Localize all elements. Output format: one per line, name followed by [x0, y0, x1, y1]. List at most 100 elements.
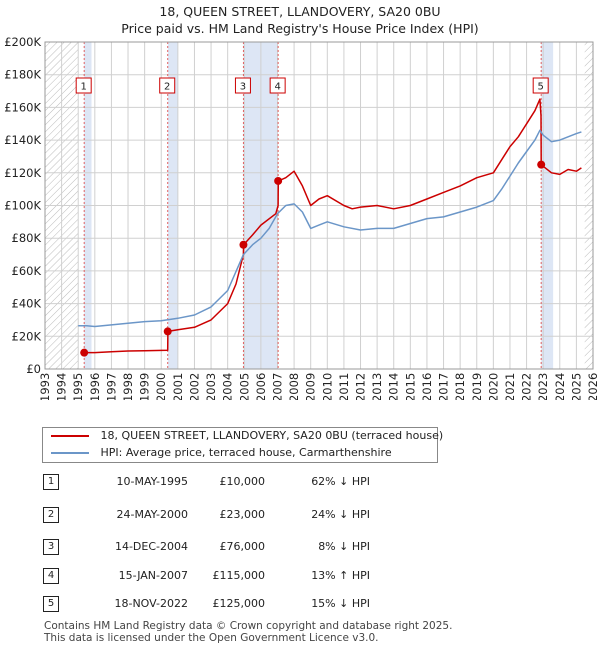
sale-price: £125,000	[212, 597, 266, 610]
x-tick-label: 2022	[520, 373, 534, 400]
x-tick-label: 2003	[204, 373, 218, 400]
sale-point	[274, 176, 283, 185]
y-tick-label: £160K	[4, 100, 41, 114]
legend-label-price: 18, QUEEN STREET, LLANDOVERY, SA20 0BU (…	[100, 429, 444, 442]
sale-price: £115,000	[212, 569, 266, 582]
x-tick-label: 1994	[55, 373, 69, 400]
sale-date: 15-JAN-2007	[118, 569, 188, 582]
footer-license: This data is licensed under the Open Gov…	[44, 632, 379, 644]
sale-date: 18-NOV-2022	[114, 597, 188, 610]
sale-price: £76,000	[219, 540, 266, 553]
plot-frame	[44, 41, 594, 370]
x-tick-label: 2000	[154, 373, 168, 400]
sale-number: 5	[43, 596, 59, 612]
x-tick-label: 2017	[437, 373, 451, 400]
x-tick-label: 2006	[254, 373, 268, 400]
sale-price: £23,000	[219, 508, 266, 521]
x-tick-label: 2026	[586, 373, 600, 400]
sale-number-box	[234, 77, 251, 94]
y-tick-label: £60K	[12, 264, 42, 278]
x-tick-label: 2007	[270, 373, 284, 400]
x-tick-label: 2005	[237, 373, 251, 400]
x-tick-label: 2010	[320, 373, 334, 400]
sale-point	[239, 240, 248, 249]
x-tick-label: 2013	[370, 373, 384, 400]
y-tick-label: £200K	[4, 35, 41, 49]
sale-point	[80, 348, 89, 357]
sale-number: 1	[43, 474, 59, 490]
sale-number-box	[159, 77, 176, 94]
sale-point	[537, 160, 546, 169]
sale-hpi-diff: 24% ↓ HPI	[311, 508, 370, 521]
x-tick-label: 2015	[403, 373, 417, 400]
x-tick-label: 1996	[88, 373, 102, 400]
sale-date: 24-MAY-2000	[116, 508, 188, 521]
legend-swatch-price	[51, 435, 89, 437]
y-tick-label: £140K	[4, 133, 41, 147]
series-line-price	[84, 98, 582, 354]
sale-hpi-diff: 13% ↑ HPI	[311, 569, 370, 582]
sale-hpi-diff: 8% ↓ HPI	[318, 540, 370, 553]
y-tick-label: £80K	[12, 231, 42, 245]
x-tick-label: 2024	[553, 373, 567, 400]
x-tick-label: 2019	[470, 373, 484, 400]
y-tick-label: £0	[26, 362, 41, 376]
x-tick-label: 1997	[104, 373, 118, 400]
x-tick-label: 2025	[569, 373, 583, 400]
sale-price: £10,000	[219, 475, 266, 488]
x-tick-label: 1999	[138, 373, 152, 400]
legend-swatch-hpi	[51, 452, 89, 454]
series-line-hpi	[78, 129, 582, 328]
x-tick-label: 2012	[354, 373, 368, 400]
chart-title: 18, QUEEN STREET, LLANDOVERY, SA20 0BU	[159, 4, 441, 19]
sale-date: 14-DEC-2004	[114, 540, 188, 553]
sale-date: 10-MAY-1995	[116, 475, 188, 488]
footer-copyright: Contains HM Land Registry data © Crown c…	[44, 620, 453, 632]
sale-number-label: 2	[164, 82, 170, 93]
sale-number-box	[532, 77, 549, 94]
x-tick-label: 2016	[420, 373, 434, 400]
sale-number-label: 4	[274, 82, 280, 93]
table-row: 2 24-MAY-2000 £23,000 24% ↓ HPI	[40, 505, 560, 525]
sale-hpi-diff: 62% ↓ HPI	[311, 475, 370, 488]
sale-number-box	[75, 77, 92, 94]
x-tick-label: 1995	[71, 373, 85, 400]
x-tick-label: 2021	[503, 373, 517, 400]
x-tick-label: 2002	[187, 373, 201, 400]
x-tick-label: 1998	[121, 373, 135, 400]
sale-number: 2	[43, 507, 59, 523]
x-tick-label: 2009	[304, 373, 318, 400]
x-tick-label: 2001	[171, 373, 185, 400]
table-row: 5 18-NOV-2022 £125,000 15% ↓ HPI	[40, 594, 560, 614]
table-row: 3 14-DEC-2004 £76,000 8% ↓ HPI	[40, 537, 560, 557]
legend: 18, QUEEN STREET, LLANDOVERY, SA20 0BU (…	[42, 427, 443, 463]
legend-item-price: 18, QUEEN STREET, LLANDOVERY, SA20 0BU (…	[51, 428, 443, 444]
legend-label-hpi: HPI: Average price, terraced house, Carm…	[100, 446, 392, 459]
price-chart: 1 2 3 4 5 £0 £20K £40K £60K £80K £100K £120K £140K £1…	[4, 35, 600, 400]
x-tick-label: 2008	[287, 373, 301, 400]
sale-hpi-diff: 15% ↓ HPI	[311, 597, 370, 610]
x-tick-label: 2011	[337, 373, 351, 400]
y-tick-label: £40K	[12, 297, 42, 311]
sale-number: 3	[43, 539, 59, 555]
sale-number: 4	[43, 568, 59, 584]
y-tick-label: £100K	[4, 199, 41, 213]
y-tick-label: £20K	[12, 329, 42, 343]
y-tick-label: £120K	[4, 166, 41, 180]
x-tick-label: 2023	[536, 373, 550, 400]
sale-number-box	[269, 77, 286, 94]
x-tick-label: 2004	[221, 373, 235, 400]
y-tick-label: £180K	[4, 68, 41, 82]
chart-subtitle: Price paid vs. HM Land Registry's House …	[121, 21, 479, 36]
sale-number-label: 1	[81, 82, 87, 93]
x-tick-label: 2020	[486, 373, 500, 400]
x-tick-label: 2014	[387, 373, 401, 400]
table-row: 1 10-MAY-1995 £10,000 62% ↓ HPI	[40, 472, 560, 492]
legend-item-hpi: HPI: Average price, terraced house, Carm…	[51, 445, 392, 461]
table-row: 4 15-JAN-2007 £115,000 13% ↑ HPI	[40, 566, 560, 586]
x-tick-label: 1993	[38, 373, 52, 400]
sale-number-label: 3	[240, 82, 246, 93]
sale-point	[163, 327, 172, 336]
x-tick-label: 2018	[453, 373, 467, 400]
sale-number-label: 5	[538, 82, 544, 93]
